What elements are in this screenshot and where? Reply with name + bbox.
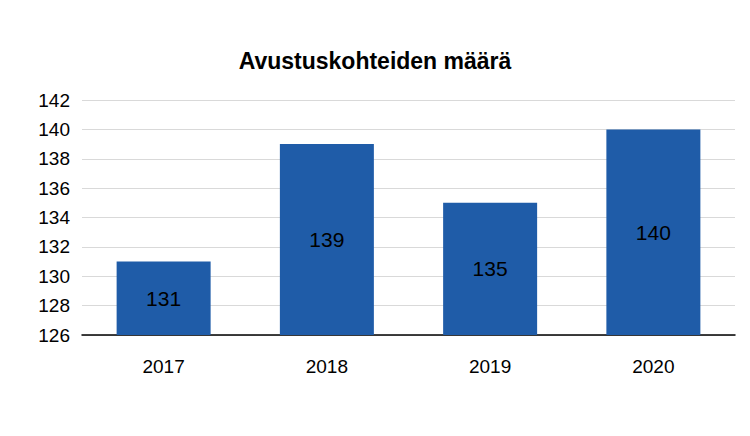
svg-text:128: 128	[38, 295, 70, 316]
svg-text:130: 130	[38, 266, 70, 287]
svg-text:2018: 2018	[306, 356, 348, 377]
svg-text:132: 132	[38, 236, 70, 257]
svg-text:140: 140	[38, 119, 70, 140]
svg-text:140: 140	[636, 221, 671, 244]
svg-text:138: 138	[38, 148, 70, 169]
svg-text:139: 139	[309, 228, 344, 251]
svg-text:2019: 2019	[469, 356, 511, 377]
svg-text:142: 142	[38, 90, 70, 111]
svg-text:2020: 2020	[632, 356, 674, 377]
svg-text:126: 126	[38, 325, 70, 346]
svg-text:131: 131	[146, 287, 181, 310]
svg-text:Avustuskohteiden määrä: Avustuskohteiden määrä	[239, 48, 512, 74]
svg-text:134: 134	[38, 207, 70, 228]
svg-text:135: 135	[473, 257, 508, 280]
svg-text:2017: 2017	[142, 356, 184, 377]
svg-text:136: 136	[38, 178, 70, 199]
